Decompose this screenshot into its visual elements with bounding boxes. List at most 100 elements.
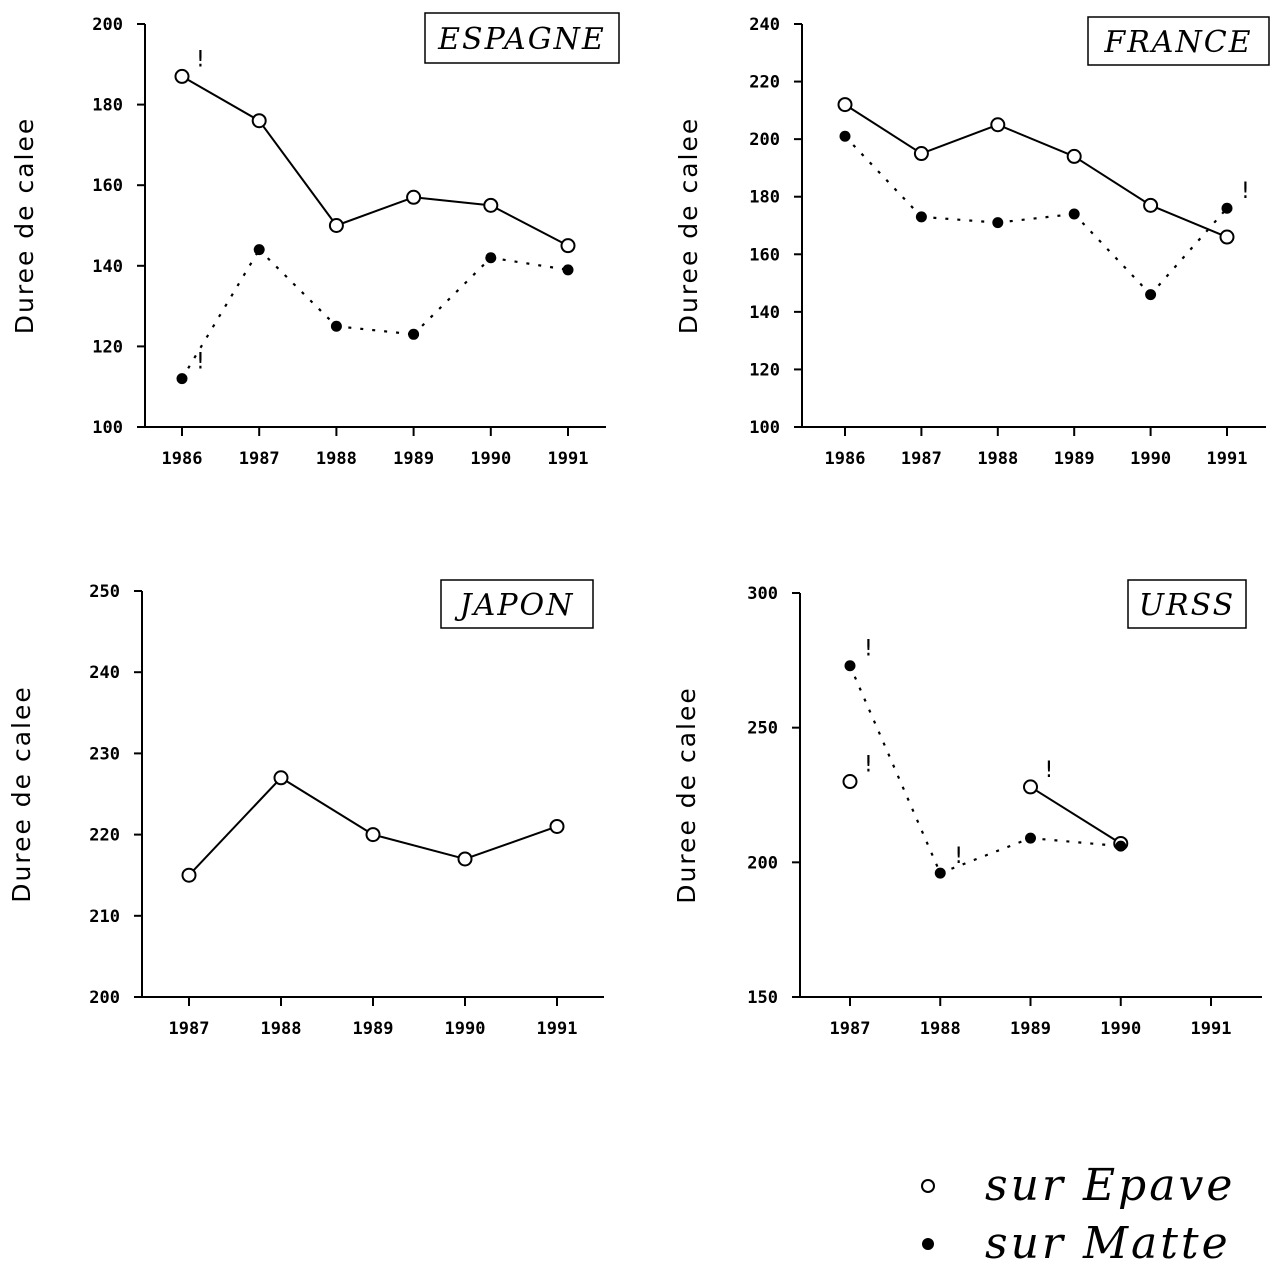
data-point-matte <box>915 211 927 223</box>
data-point-matte <box>934 867 946 879</box>
panel-title-box <box>1087 16 1270 66</box>
chart-panel-espagne: 100 120 140 160 180 200 1986 1987 1988 1989 1990 19… <box>10 12 620 469</box>
data-point-epave <box>913 146 929 162</box>
data-point-matte <box>1115 840 1127 852</box>
series-epave <box>181 770 565 883</box>
y-axis-title: Duree de calee <box>674 117 703 335</box>
series-line-segment <box>372 833 466 860</box>
data-point-matte <box>1025 832 1036 844</box>
data-point-matte <box>1068 208 1080 220</box>
series-line-segment <box>464 825 558 860</box>
y-tick-label: 180 <box>749 188 780 208</box>
x-tick-label: 1991 <box>548 449 589 469</box>
series-line-segment <box>921 123 999 155</box>
data-point-epave <box>837 97 853 113</box>
data-point-matte <box>839 130 851 142</box>
x-tick-label: 1991 <box>537 1019 578 1039</box>
series-line-segment <box>490 204 569 247</box>
flag-mark: ! <box>864 637 873 662</box>
series-epave <box>837 97 1235 245</box>
data-point-epave <box>990 117 1006 133</box>
legend-label-epave: sur Epave <box>985 1160 1235 1211</box>
y-tick-label: 240 <box>749 15 780 35</box>
series-line-segment <box>181 249 261 380</box>
y-tick-label: 240 <box>89 663 120 683</box>
x-tick-label: 1987 <box>901 449 942 469</box>
legend-label-matte: sur Matte <box>985 1218 1231 1265</box>
x-tick-label: 1987 <box>830 1019 871 1039</box>
data-point-matte <box>562 264 574 276</box>
panel-title: FRANCE <box>1103 25 1252 60</box>
y-tick-label: 160 <box>92 176 123 196</box>
y-axis-title: Duree de calee <box>10 117 39 335</box>
panel-title: URSS <box>1139 588 1235 623</box>
data-point-matte <box>992 217 1004 229</box>
series-line-segment <box>997 123 1075 158</box>
data-point-epave <box>457 851 473 867</box>
data-point-epave <box>251 113 267 129</box>
y-tick-label: 120 <box>92 337 123 357</box>
y-tick-label: 210 <box>89 907 120 927</box>
y-tick-label: 230 <box>89 744 120 764</box>
x-tick-label: 1990 <box>1100 1019 1141 1039</box>
flag-mark: ! <box>196 350 205 375</box>
panel-title: ESPAGNE <box>437 22 606 57</box>
series-line-segment <box>258 120 338 227</box>
data-point-matte <box>844 660 856 672</box>
data-point-epave <box>1219 229 1235 245</box>
data-point-matte <box>408 328 420 340</box>
data-point-epave <box>1023 779 1038 795</box>
x-tick-label: 1987 <box>239 449 280 469</box>
series-line-segment <box>1149 207 1228 296</box>
x-tick-label: 1988 <box>316 449 357 469</box>
data-point-epave <box>842 774 858 790</box>
data-point-matte <box>485 252 497 264</box>
data-point-epave <box>273 770 289 786</box>
y-tick-label: 100 <box>749 418 780 438</box>
series-line-segment <box>844 135 923 218</box>
x-tick-label: 1986 <box>162 449 203 469</box>
series-line-segment <box>1029 786 1122 845</box>
y-tick-label: 250 <box>747 719 778 739</box>
panel-title-box <box>440 579 594 629</box>
y-tick-label: 220 <box>749 73 780 93</box>
data-point-matte <box>330 320 342 332</box>
series-line-segment <box>1150 204 1228 238</box>
series-line-segment <box>280 776 374 836</box>
y-tick-label: 160 <box>749 245 780 265</box>
series-line-segment <box>258 248 338 328</box>
y-tick-label: 200 <box>749 130 780 150</box>
x-tick-label: 1988 <box>261 1019 302 1039</box>
x-tick-label: 1988 <box>920 1019 961 1039</box>
data-point-epave <box>181 867 197 883</box>
x-tick-label: 1989 <box>1010 1019 1051 1039</box>
data-point-matte <box>176 373 188 385</box>
series-line-segment <box>997 212 1075 224</box>
flag-mark: ! <box>954 844 963 869</box>
series-line-segment <box>921 215 998 224</box>
panel-title: JAPON <box>454 588 575 623</box>
series-line-segment <box>1073 155 1152 207</box>
chart-panels: 100 120 140 160 180 200 1986 1987 1988 1989 1990 19… <box>7 12 1270 1039</box>
legend-marker-epave <box>921 1179 935 1193</box>
data-point-matte <box>253 244 265 256</box>
x-tick-label: 1986 <box>825 449 866 469</box>
x-tick-label: 1990 <box>1130 449 1171 469</box>
data-point-epave <box>1066 148 1082 164</box>
series-line-segment <box>848 665 942 874</box>
y-tick-label: 200 <box>747 853 778 873</box>
data-point-epave <box>365 827 381 843</box>
series-line-segment <box>188 777 282 876</box>
series-line-segment <box>1030 836 1121 848</box>
series-line-segment <box>336 325 414 336</box>
y-tick-label: 180 <box>92 96 123 116</box>
y-tick-label: 140 <box>92 257 123 277</box>
y-tick-label: 220 <box>89 826 120 846</box>
data-point-epave <box>406 189 422 205</box>
y-tick-label: 200 <box>92 15 123 35</box>
x-tick-label: 1989 <box>1054 449 1095 469</box>
y-tick-label: 150 <box>747 988 778 1008</box>
y-tick-label: 250 <box>89 582 120 602</box>
x-tick-label: 1991 <box>1191 1019 1232 1039</box>
